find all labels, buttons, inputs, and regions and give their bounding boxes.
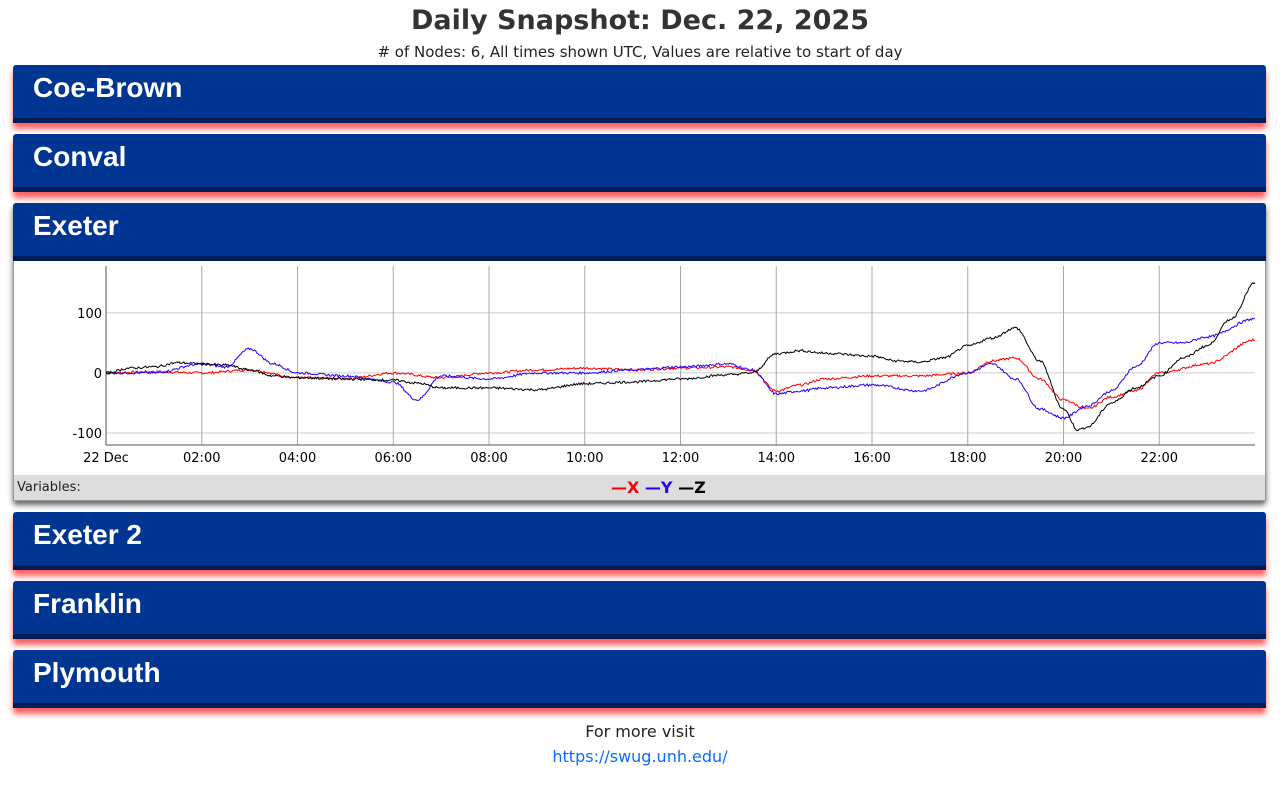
- page-title: Daily Snapshot: Dec. 22, 2025: [410, 5, 870, 36]
- node-header[interactable]: Franklin: [13, 581, 1266, 639]
- x-tick-label: 02:00: [183, 451, 220, 466]
- node-panel-plymouth[interactable]: Plymouth: [13, 650, 1266, 708]
- node-panel-exeter[interactable]: Exeter 100 0 -100 22 Dec 02:00 04:00 06:00 08:0…: [13, 203, 1266, 501]
- x-tick-label: 22:00: [1141, 451, 1178, 466]
- page-subtitle: # of Nodes: 6, All times shown UTC, Valu…: [377, 43, 903, 61]
- x-tick-label: 18:00: [949, 451, 986, 466]
- x-tick-label: 12:00: [662, 451, 699, 466]
- node-header[interactable]: Exeter 2: [13, 512, 1266, 570]
- node-panel-conval[interactable]: Conval: [13, 134, 1266, 192]
- footer: For more visit https://swug.unh.edu/: [0, 719, 1280, 769]
- legend-label: Variables:: [17, 480, 81, 495]
- x-tick-label: 14:00: [758, 451, 795, 466]
- y-tick-label: 100: [77, 307, 102, 322]
- x-tick-label: 06:00: [375, 451, 412, 466]
- footer-text: For more visit: [585, 722, 695, 741]
- y-tick-label: 0: [94, 367, 102, 382]
- legend: Variables: —X —Y —Z: [14, 475, 1265, 500]
- x-tick-label: 10:00: [566, 451, 603, 466]
- legend-y[interactable]: Y: [660, 478, 673, 497]
- node-header[interactable]: Exeter: [13, 203, 1266, 261]
- node-panel-franklin[interactable]: Franklin: [13, 581, 1266, 639]
- x-tick-label: 22 Dec: [83, 451, 129, 466]
- node-header[interactable]: Coe-Brown: [13, 65, 1266, 123]
- legend-y-line[interactable]: —: [644, 478, 661, 497]
- node-panel-coe-brown[interactable]: Coe-Brown: [13, 65, 1266, 123]
- x-tick-label: 16:00: [853, 451, 890, 466]
- legend-z-line[interactable]: —: [678, 478, 695, 497]
- footer-link[interactable]: https://swug.unh.edu/: [552, 747, 728, 766]
- x-tick-label: 04:00: [279, 451, 316, 466]
- y-tick-label: -100: [72, 427, 102, 442]
- node-panel-exeter-2[interactable]: Exeter 2: [13, 512, 1266, 570]
- x-tick-label: 20:00: [1045, 451, 1082, 466]
- chart-container: 100 0 -100 22 Dec 02:00 04:00 06:00 08:00 10:00 1…: [13, 261, 1266, 501]
- legend-x[interactable]: X: [627, 478, 640, 497]
- series-line-z: [105, 282, 1256, 432]
- node-header[interactable]: Conval: [13, 134, 1266, 192]
- line-chart: 100 0 -100 22 Dec 02:00 04:00 06:00 08:00 10:00 1…: [72, 266, 1256, 466]
- legend-x-line[interactable]: —: [611, 478, 627, 497]
- series-line-y: [105, 317, 1256, 420]
- legend-z[interactable]: Z: [694, 478, 706, 497]
- x-tick-label: 08:00: [470, 451, 507, 466]
- node-header[interactable]: Plymouth: [13, 650, 1266, 708]
